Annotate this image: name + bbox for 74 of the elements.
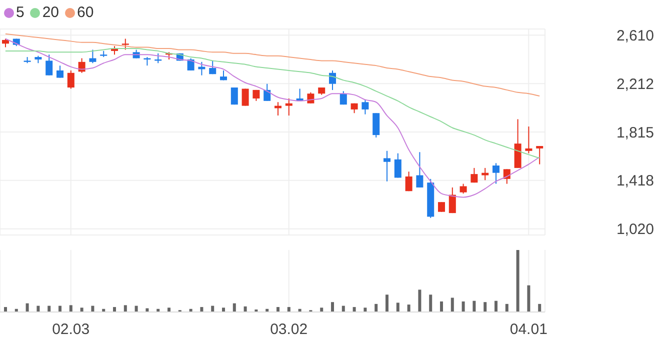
candlestick bbox=[187, 58, 194, 71]
bar bbox=[287, 307, 290, 312]
bar bbox=[244, 306, 247, 312]
bar bbox=[440, 301, 443, 312]
y-tick-label: 2,610 bbox=[616, 27, 654, 44]
candlestick bbox=[470, 167, 478, 184]
candlestick bbox=[230, 87, 238, 106]
bar bbox=[80, 308, 84, 312]
bar bbox=[320, 308, 324, 312]
bar bbox=[364, 308, 367, 312]
x-tick-label: 02.03 bbox=[52, 321, 90, 338]
candlestick bbox=[492, 162, 500, 184]
bar bbox=[232, 303, 236, 312]
y-tick-label: 1,418 bbox=[616, 172, 654, 190]
bar bbox=[505, 304, 508, 312]
bar bbox=[538, 304, 542, 312]
candlestick bbox=[46, 54, 53, 76]
line-series bbox=[4, 48, 540, 159]
candlestick bbox=[285, 98, 292, 116]
candlestick bbox=[264, 83, 271, 102]
bar bbox=[26, 303, 29, 312]
candlestick bbox=[242, 88, 249, 106]
y-tick-label: 1,020 bbox=[616, 221, 654, 238]
candlestick bbox=[340, 90, 347, 106]
legend-label: 60 bbox=[77, 4, 94, 21]
bar bbox=[386, 294, 388, 312]
bar bbox=[168, 308, 170, 312]
bar bbox=[374, 304, 378, 312]
candlestick bbox=[384, 150, 390, 182]
legend-label: 20 bbox=[42, 4, 60, 21]
bar bbox=[516, 250, 520, 312]
bar bbox=[418, 290, 422, 312]
candlestick bbox=[394, 152, 402, 178]
y-tick-label: 1,815 bbox=[616, 124, 654, 142]
bar bbox=[472, 300, 476, 312]
candlestick bbox=[405, 171, 412, 192]
candlestick bbox=[89, 49, 96, 64]
candlestick bbox=[56, 65, 64, 78]
candlestick bbox=[362, 99, 369, 115]
bar bbox=[429, 294, 432, 312]
bar bbox=[462, 301, 465, 312]
bar bbox=[222, 308, 225, 312]
bar bbox=[527, 285, 530, 312]
candlestick bbox=[372, 112, 380, 138]
candlestick bbox=[438, 202, 445, 212]
bar bbox=[4, 307, 7, 312]
candlestick bbox=[209, 60, 216, 75]
bar bbox=[484, 302, 487, 312]
x-tick-label: 03.02 bbox=[270, 321, 308, 338]
bar bbox=[450, 298, 454, 312]
bar bbox=[352, 307, 356, 312]
bar bbox=[113, 307, 116, 312]
candlestick bbox=[122, 38, 129, 50]
candlestick bbox=[416, 152, 424, 188]
candlestick bbox=[482, 167, 489, 181]
bar bbox=[331, 302, 334, 312]
candlestick bbox=[503, 168, 510, 184]
bar bbox=[407, 304, 410, 312]
x-tick-label: 04.01 bbox=[510, 321, 548, 338]
candlestick bbox=[536, 146, 544, 165]
bar bbox=[200, 307, 204, 312]
candlestick bbox=[460, 183, 467, 194]
candlestick bbox=[525, 126, 532, 154]
bar bbox=[276, 307, 280, 312]
bar bbox=[396, 302, 400, 312]
bar bbox=[69, 305, 72, 312]
line-series bbox=[4, 33, 540, 97]
bar bbox=[124, 305, 127, 312]
y-tick-label: 2,212 bbox=[616, 76, 654, 93]
candlestick bbox=[67, 70, 74, 90]
candlestick bbox=[329, 70, 336, 90]
candlestick bbox=[448, 186, 456, 214]
bar bbox=[494, 300, 498, 312]
legend-label: 5 bbox=[16, 4, 24, 21]
